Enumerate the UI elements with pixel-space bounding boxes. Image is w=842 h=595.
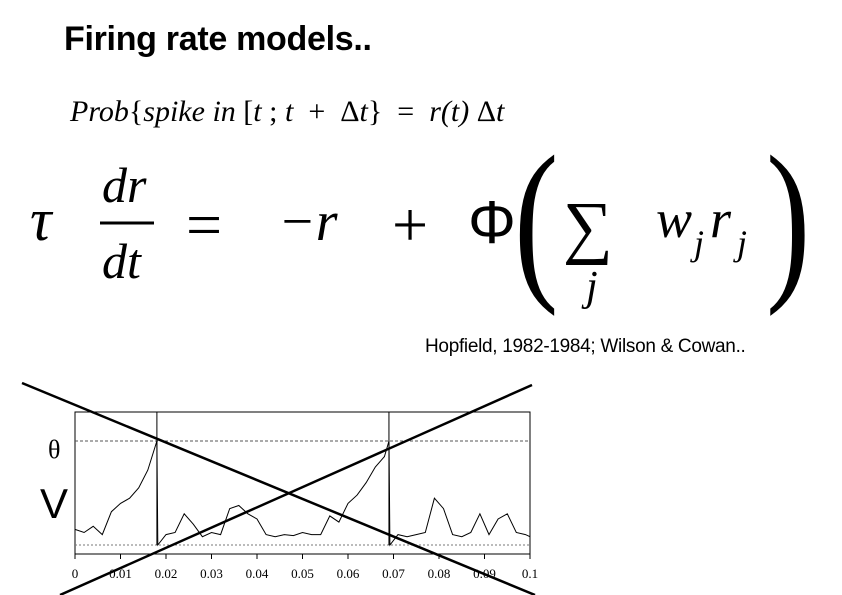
eq1-spike: spike: [143, 95, 205, 128]
cross-line-2: [59, 383, 533, 595]
eq1-r: r: [429, 95, 441, 128]
eq2-w-sub: j: [690, 223, 704, 263]
x-tick-label-0: 0: [72, 566, 79, 581]
eq2-r-sub: j: [733, 223, 747, 263]
eq1-t3: t: [359, 95, 368, 128]
x-tick-label-5: 0.05: [291, 566, 314, 581]
equation-rate-dynamics: τ dr dt = −r + Φ ( ∑ j w j r j ): [30, 140, 810, 318]
eq2-right-paren: ): [766, 140, 810, 318]
x-tick-label-10: 0.1: [522, 566, 538, 581]
eq1-t1: t: [253, 95, 262, 128]
eq2-left-paren: (: [514, 140, 558, 318]
x-tick-label-4: 0.04: [246, 566, 269, 581]
eq2-r: r: [710, 189, 732, 249]
eq1-delta2: Δ: [476, 95, 497, 128]
spike-lines: [156, 412, 390, 545]
eq1-semicolon: ;: [269, 95, 278, 128]
slide-title: Firing rate models..: [64, 20, 372, 58]
eq2-dt: dt: [102, 233, 142, 289]
eq1-equals: =: [397, 95, 415, 128]
eq1-close-brace: }: [367, 95, 383, 128]
cross-line-1: [21, 381, 536, 595]
voltage-label: V: [40, 480, 68, 527]
eq1-delta: Δ: [340, 95, 360, 128]
eq2-sum: ∑: [563, 189, 613, 266]
threshold-label: θ: [48, 435, 60, 464]
eq2-dr: dr: [102, 157, 147, 213]
eq2-equals: =: [186, 189, 222, 260]
eq1-plus: +: [308, 95, 326, 128]
eq2-plus: +: [392, 189, 428, 260]
eq2-tau: τ: [30, 187, 54, 253]
x-tick-label-2: 0.02: [155, 566, 178, 581]
eq2-w: w: [656, 189, 692, 249]
eq2-minus-r: −r: [278, 191, 338, 253]
eq1-prob: Prob: [70, 95, 129, 128]
eq1-bracket: [: [243, 95, 254, 128]
eq1-paren-t: (t): [440, 95, 470, 128]
voltage-trace: [74, 440, 531, 547]
eq2-sum-index: j: [581, 264, 598, 310]
eq1-t4: t: [496, 95, 505, 128]
x-tick-label-6: 0.06: [337, 566, 360, 581]
equation-spike-probability: Prob{spike in [t ; t + Δt} = r(t) Δt: [70, 95, 504, 129]
eq1-in: in: [212, 95, 236, 128]
x-tick-label-3: 0.03: [200, 566, 223, 581]
citation: Hopfield, 1982-1984; Wilson & Cowan..: [425, 336, 746, 357]
x-tick-label-8: 0.08: [428, 566, 451, 581]
x-tick-label-7: 0.07: [382, 566, 405, 581]
eq1-open-brace: {: [128, 95, 144, 128]
x-axis-tick-labels: 00.010.020.030.040.050.060.070.080.090.1: [72, 566, 538, 581]
voltage-trace-figure: θ V 00.010.020.030.040.050.060.070.080.0…: [21, 381, 538, 595]
eq2-phi: Φ: [468, 189, 516, 256]
eq1-t2: t: [284, 95, 294, 128]
